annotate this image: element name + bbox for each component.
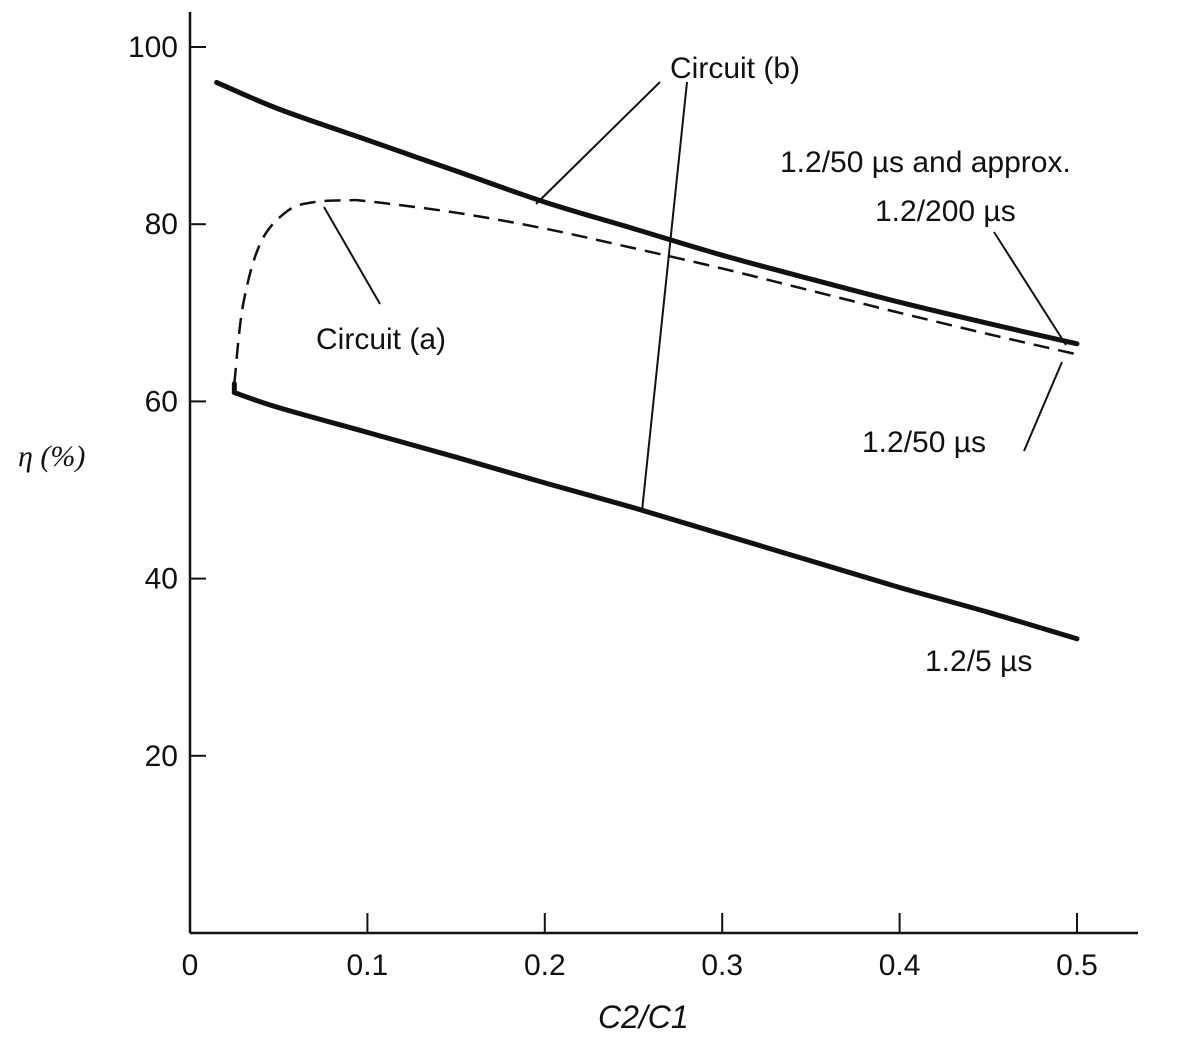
x-tick-label-0.4: 0.4: [879, 949, 921, 982]
annotation-lower-curve: 1.2/5 µs: [925, 645, 1032, 678]
leader-circuit-b-upper: [535, 81, 661, 205]
annotation-circuit-b: Circuit (b): [670, 52, 800, 85]
x-tick-label-0.2: 0.2: [524, 949, 566, 982]
x-tick-label-0.3: 0.3: [701, 949, 743, 982]
annotation-circuit-a: Circuit (a): [316, 323, 446, 356]
x-ticks: 0 0.1 0.2 0.3 0.4 0.5: [182, 913, 1098, 982]
leader-dashed-curve: [1023, 361, 1063, 452]
y-tick-label-40: 40: [145, 563, 178, 596]
x-tick-label-0.5: 0.5: [1056, 949, 1098, 982]
series-line-1: [233, 198, 1078, 384]
y-axis-label: η (%): [18, 440, 85, 473]
annotation-upper-line-2: 1.2/200 µs: [875, 195, 1016, 228]
series-line-2: [231, 390, 1080, 642]
y-tick-label-20: 20: [145, 740, 178, 773]
series-line-0: [214, 79, 1080, 347]
y-ticks: 20 40 60 80 100: [128, 31, 206, 773]
series-layer: [214, 79, 1080, 642]
leader-circuit-b-lower: [641, 81, 688, 512]
x-tick-label-0.1: 0.1: [347, 949, 389, 982]
leader-upper-curve: [993, 231, 1067, 346]
y-tick-label-100: 100: [128, 31, 178, 64]
leader-circuit-a: [323, 206, 381, 305]
x-axis-label: C2/C1: [598, 999, 689, 1035]
annotation-dashed-curve: 1.2/50 µs: [862, 426, 986, 459]
annotation-leaders: [323, 81, 1067, 512]
y-tick-label-60: 60: [145, 385, 178, 418]
x-tick-label-0: 0: [182, 949, 199, 982]
annotation-upper-line-1: 1.2/50 µs and approx.: [780, 146, 1071, 179]
y-tick-label-80: 80: [145, 208, 178, 241]
